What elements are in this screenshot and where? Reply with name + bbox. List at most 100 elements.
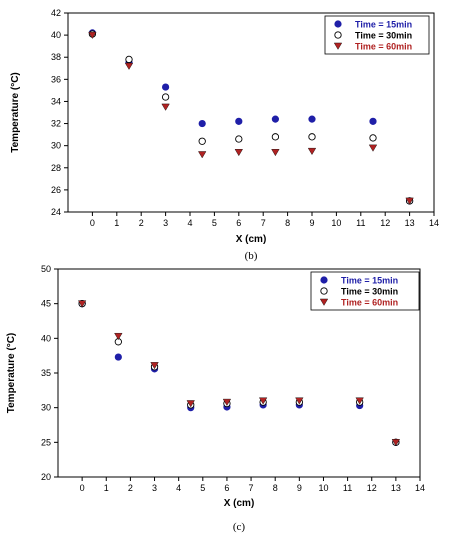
data-point — [161, 103, 170, 111]
y-tick-label: 28 — [51, 163, 61, 173]
data-point — [307, 147, 317, 156]
data-point — [369, 134, 377, 142]
x-tick-label: 6 — [236, 218, 241, 228]
y-tick-label: 20 — [41, 472, 51, 482]
legend-label: Time = 60min — [341, 298, 398, 308]
legend-label: Time = 30min — [355, 31, 412, 41]
data-point — [271, 115, 279, 123]
x-tick-label: 13 — [405, 218, 415, 228]
legend-label: Time = 15min — [355, 20, 412, 30]
series-60min — [77, 300, 401, 447]
x-tick-label: 9 — [297, 483, 302, 493]
y-axis-title: Temperature (°C) — [6, 333, 17, 414]
data-point — [391, 439, 401, 447]
x-tick-label: 6 — [224, 483, 229, 493]
data-point — [405, 197, 414, 205]
x-tick-label: 2 — [128, 483, 133, 493]
y-tick-label: 40 — [51, 30, 61, 40]
legend-label: Time = 30min — [341, 287, 398, 297]
legend-marker — [319, 298, 329, 306]
data-point — [77, 300, 87, 308]
x-tick-label: 7 — [261, 218, 266, 228]
data-point — [235, 135, 243, 143]
data-point — [222, 398, 232, 406]
x-tick-label: 2 — [139, 218, 144, 228]
x-tick-label: 8 — [285, 218, 290, 228]
data-point — [88, 31, 97, 39]
data-point — [369, 117, 377, 125]
legend-box — [310, 271, 420, 311]
data-point — [271, 149, 280, 157]
x-tick-label: 11 — [356, 218, 365, 228]
x-tick-label: 10 — [318, 483, 328, 493]
y-tick-label: 34 — [51, 96, 61, 106]
legend-marker — [334, 31, 342, 39]
series-30min — [88, 30, 414, 205]
legend-marker — [320, 276, 328, 284]
data-point — [125, 55, 133, 64]
x-tick-label: 9 — [309, 218, 314, 228]
y-axis-title: Temperature (°C) — [10, 72, 21, 153]
data-point — [114, 333, 123, 341]
x-axis-title: X (cm) — [224, 498, 255, 509]
x-tick-label: 14 — [415, 483, 425, 493]
series-15min — [78, 300, 400, 446]
x-tick-label: 5 — [212, 218, 217, 228]
y-tick-label: 42 — [51, 8, 61, 18]
y-tick-label: 24 — [51, 207, 61, 217]
data-point — [308, 133, 316, 141]
plot-frame — [67, 12, 435, 213]
x-tick-label: 12 — [380, 218, 390, 228]
y-tick-label: 38 — [51, 52, 61, 62]
data-point — [234, 149, 243, 157]
x-tick-label: 1 — [114, 218, 119, 228]
data-point — [161, 93, 170, 101]
data-point — [198, 119, 206, 128]
data-point — [271, 133, 280, 141]
data-point — [295, 397, 304, 405]
y-tick-label: 30 — [51, 141, 61, 151]
x-tick-label: 4 — [187, 218, 192, 228]
x-tick-label: 10 — [331, 218, 341, 228]
y-tick-label: 36 — [51, 74, 61, 84]
data-point — [186, 400, 195, 408]
y-tick-label: 45 — [41, 299, 51, 309]
series-30min — [78, 300, 400, 446]
data-point — [124, 62, 134, 70]
x-tick-label: 3 — [163, 218, 168, 228]
x-axis-title: X (cm) — [236, 234, 267, 245]
legend-marker — [334, 20, 342, 28]
x-tick-label: 0 — [90, 218, 95, 228]
data-point — [114, 353, 122, 361]
legend-label: Time = 15min — [341, 276, 398, 286]
y-tick-label: 26 — [51, 185, 61, 195]
y-tick-label: 30 — [41, 403, 51, 413]
x-tick-label: 4 — [176, 483, 181, 493]
x-tick-label: 12 — [367, 483, 377, 493]
legend-label: Time = 60min — [355, 42, 412, 52]
series-60min — [88, 31, 414, 205]
x-tick-label: 8 — [273, 483, 278, 493]
data-point — [198, 151, 207, 159]
series-15min — [88, 29, 414, 205]
legend-marker — [333, 42, 343, 50]
data-point — [235, 117, 243, 125]
x-tick-label: 13 — [391, 483, 401, 493]
x-tick-label: 1 — [104, 483, 109, 493]
legend-box — [324, 15, 430, 55]
figure-caption: (b) — [245, 250, 258, 262]
data-point — [368, 144, 378, 152]
legend-marker — [320, 287, 328, 295]
x-tick-label: 0 — [80, 483, 85, 493]
data-point — [308, 115, 316, 123]
y-tick-label: 25 — [41, 437, 51, 447]
y-tick-label: 40 — [41, 333, 51, 343]
x-tick-label: 14 — [429, 218, 439, 228]
y-tick-label: 32 — [51, 119, 61, 129]
y-tick-label: 35 — [41, 368, 51, 378]
data-point — [162, 83, 170, 91]
